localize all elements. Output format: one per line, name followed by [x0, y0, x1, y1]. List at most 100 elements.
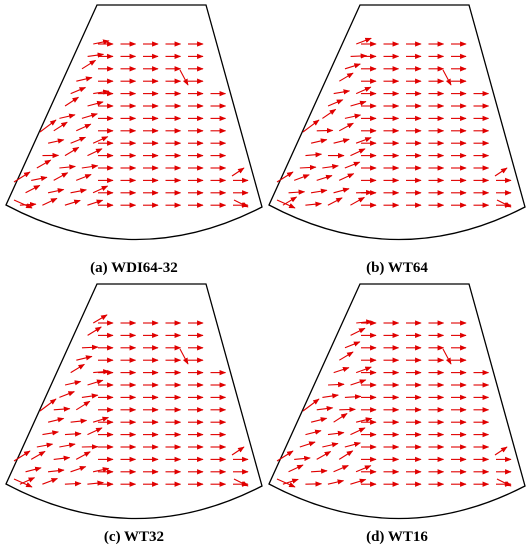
flow-arrow — [64, 380, 82, 386]
flow-arrow — [344, 63, 361, 70]
flow-arrow — [355, 465, 372, 473]
flow-arrow — [64, 199, 81, 206]
flow-arrow — [344, 161, 361, 169]
flow-arrow — [81, 112, 98, 119]
flow-arrow — [92, 314, 108, 324]
flow-arrow — [310, 417, 328, 423]
flow-arrow — [64, 481, 82, 487]
flow-arrow — [288, 464, 304, 473]
flow-arrow — [350, 427, 366, 436]
flow-arrow — [322, 108, 337, 119]
flow-arrow — [70, 86, 87, 95]
flow-arrow — [310, 188, 328, 194]
flow-arrow — [92, 416, 110, 423]
flow-arrow — [36, 159, 52, 169]
flow-arrow — [276, 478, 296, 488]
flow-arrow — [302, 398, 320, 412]
flow-arrow — [494, 446, 508, 456]
flow-arrow — [81, 59, 97, 70]
flow-arrow — [92, 467, 110, 473]
flow-arrow — [327, 430, 345, 436]
sector-outline — [268, 4, 526, 241]
flow-arrow — [75, 451, 91, 460]
flow-arrow — [87, 480, 104, 486]
flow-arrow — [47, 188, 65, 194]
flow-arrow — [344, 441, 361, 448]
flow-arrow — [299, 441, 316, 448]
flow-arrow — [276, 450, 294, 462]
flow-arrow — [350, 100, 367, 107]
flow-arrow — [25, 184, 41, 194]
flow-arrow — [42, 478, 58, 485]
flow-arrow — [87, 379, 104, 386]
flow-arrow — [92, 185, 109, 194]
flow-arrow — [42, 197, 58, 206]
flow-arrow — [59, 391, 75, 398]
flow-arrow — [293, 174, 310, 181]
flow-arrow — [355, 86, 372, 95]
flow-arrow — [87, 326, 102, 336]
flow-arrow — [302, 119, 320, 133]
flow-arrow — [288, 189, 306, 195]
flow-arrow — [87, 52, 105, 58]
flow-arrow — [356, 37, 372, 45]
flow-arrow — [233, 199, 249, 208]
flow-arrow — [47, 417, 65, 423]
flow-arrow — [87, 148, 103, 157]
flow-arrow — [350, 53, 368, 59]
flow-arrow — [322, 393, 339, 399]
flow-arrow — [233, 478, 249, 487]
flow-arrow — [48, 138, 65, 144]
flow-arrow — [42, 430, 59, 436]
flow-arrow — [305, 152, 323, 158]
panel-caption: (d) WT16 — [366, 529, 428, 545]
flow-arrow — [305, 201, 322, 207]
flow-arrow — [282, 478, 299, 485]
flow-arrow — [333, 187, 350, 194]
flow-arrow — [311, 468, 328, 474]
flow-arrow — [36, 442, 54, 448]
flow-arrow — [47, 468, 65, 474]
flow-arrow — [344, 113, 362, 119]
flow-arrow — [19, 477, 36, 485]
flow-arrow — [316, 174, 333, 181]
flow-arrow — [355, 417, 373, 423]
flow-arrow — [305, 429, 322, 436]
flow-arrow — [316, 450, 332, 460]
flow-arrow — [344, 394, 362, 400]
flow-arrow — [76, 355, 93, 361]
flow-arrow — [93, 39, 110, 45]
flow-arrow — [442, 348, 452, 365]
flow-arrow — [231, 167, 245, 177]
flow-arrow — [59, 442, 76, 448]
panel-caption: (a) WDI64-32 — [90, 260, 178, 276]
flow-arrow — [53, 406, 71, 412]
flow-arrow — [338, 122, 354, 132]
flow-arrow — [327, 99, 344, 107]
flow-arrow — [494, 167, 508, 177]
flow-arrow — [70, 466, 87, 473]
flow-arrow — [350, 478, 367, 485]
flow-arrow — [93, 369, 110, 375]
flow-arrow — [30, 450, 46, 460]
sector-outline — [5, 4, 263, 241]
flow-arrow — [356, 319, 373, 325]
flow-arrow — [39, 119, 57, 133]
flow-arrow — [442, 69, 452, 86]
flow-arrow — [355, 137, 372, 144]
sector-outline — [5, 283, 263, 520]
flow-arrow — [53, 121, 68, 132]
flow-arrow — [81, 163, 99, 170]
flow-arrow — [333, 89, 351, 95]
flow-arrow — [70, 136, 87, 144]
flow-arrow — [19, 201, 37, 208]
flow-arrow — [496, 478, 512, 487]
flow-arrow — [316, 405, 334, 412]
flow-arrow — [92, 136, 109, 144]
flow-arrow — [299, 164, 317, 171]
flow-arrow — [322, 442, 339, 448]
flow-arrow — [338, 450, 354, 460]
flow-arrow — [179, 348, 189, 365]
flow-arrow — [276, 171, 294, 183]
flow-arrow — [64, 146, 80, 157]
